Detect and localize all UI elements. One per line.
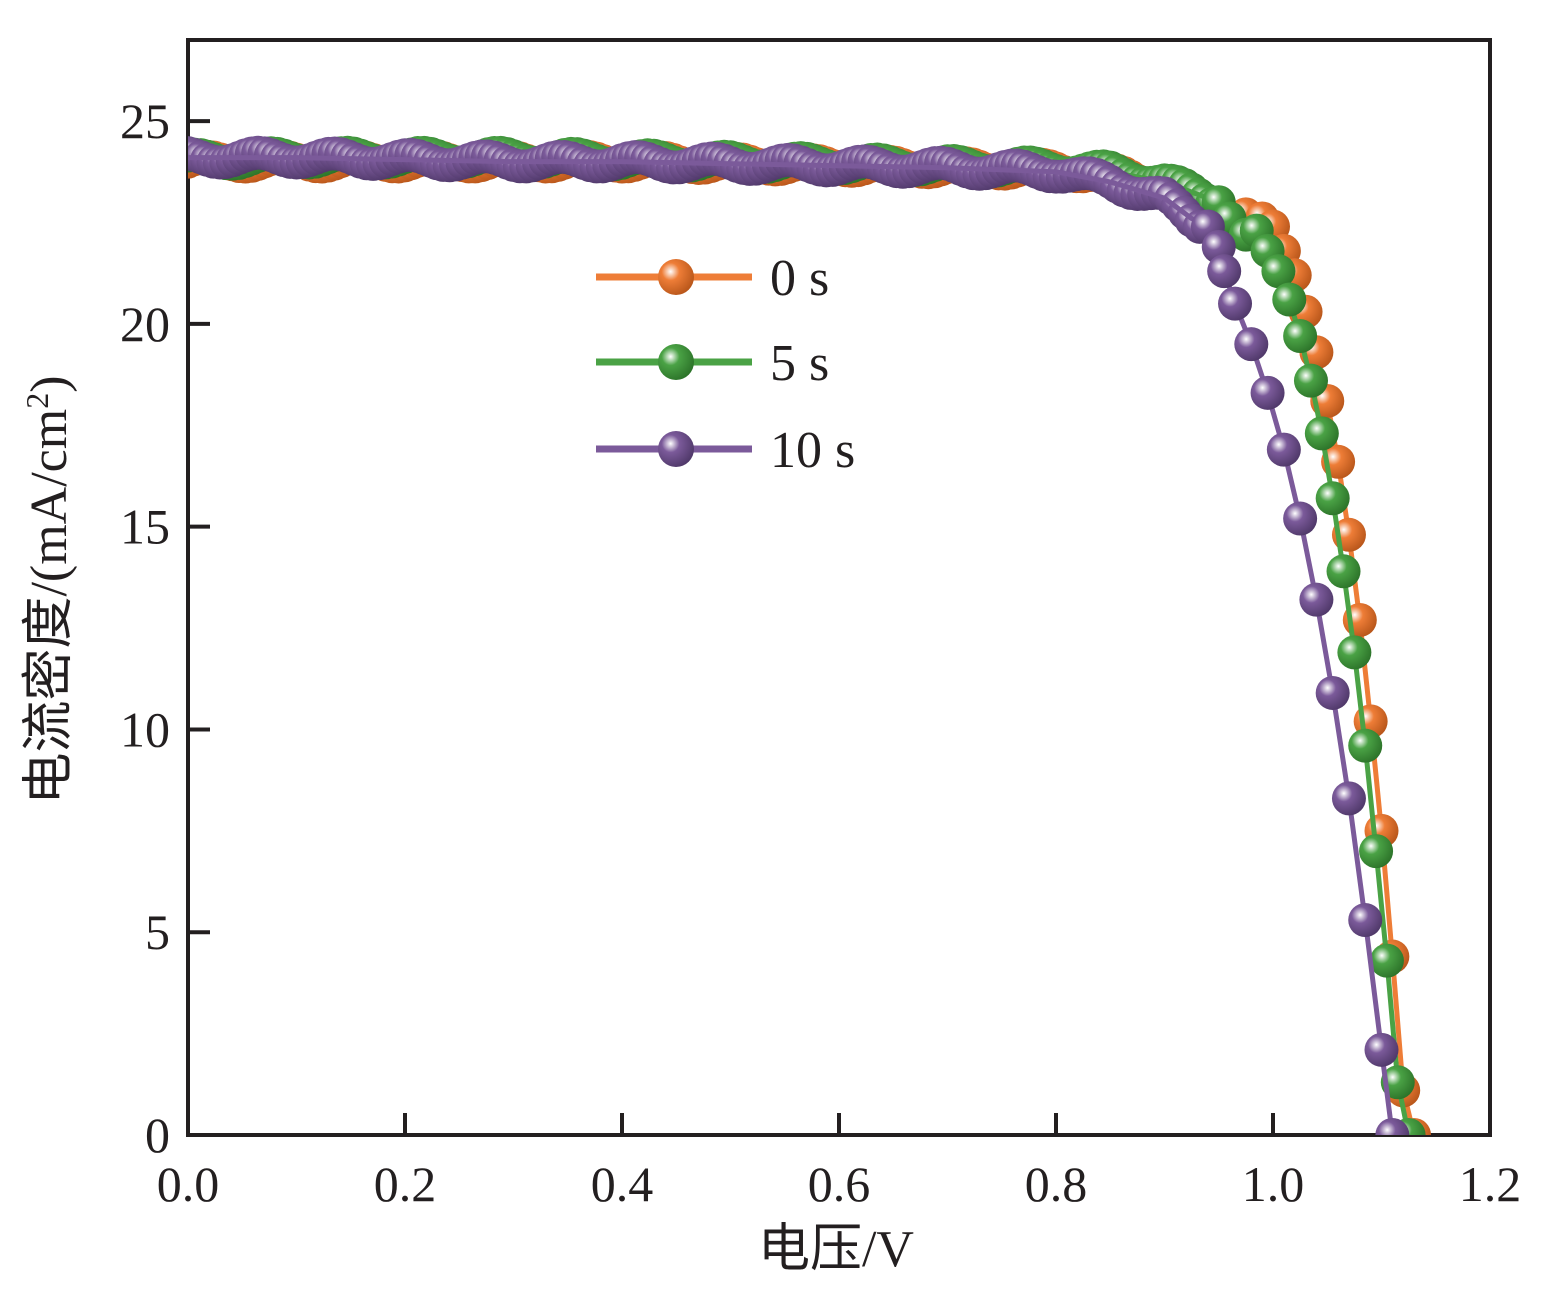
y-tick-label: 25: [120, 93, 170, 149]
data-point: [1261, 254, 1296, 289]
data-point: [1369, 943, 1404, 978]
data-point: [1283, 501, 1318, 536]
data-point: [1304, 416, 1339, 451]
x-tick-label: 0.0: [157, 1156, 220, 1212]
legend-marker: [658, 259, 694, 295]
y-tick-label: 20: [120, 296, 170, 352]
data-point: [1207, 254, 1242, 289]
plot-frame: [186, 38, 1492, 1137]
data-point: [1380, 1065, 1415, 1100]
y-axis: 0 5 10 15 20 25: [120, 93, 210, 1163]
data-point: [1272, 282, 1307, 317]
x-tick-label: 0.4: [591, 1156, 654, 1212]
y-tick-label: 10: [120, 701, 170, 757]
data-point: [1348, 728, 1383, 763]
x-tick-label: 0.6: [808, 1156, 871, 1212]
data-point: [1283, 319, 1318, 354]
x-axis-title: 电压/V: [758, 1221, 914, 1278]
y-tick-label: 15: [120, 499, 170, 555]
data-point: [1218, 286, 1253, 321]
data-point: [1359, 834, 1394, 869]
legend-marker: [658, 344, 694, 380]
x-tick-label: 0.8: [1025, 1156, 1088, 1212]
series-10s: [188, 135, 1410, 1135]
legend-label: 10 s: [770, 422, 855, 479]
data-point: [1315, 481, 1350, 516]
data-point: [1331, 781, 1366, 816]
data-point: [1234, 327, 1269, 362]
x-tick-label: 0.2: [374, 1156, 437, 1212]
data-point: [1250, 375, 1285, 410]
x-tick-label: 1.0: [1242, 1156, 1305, 1212]
data-point: [1266, 432, 1301, 467]
data-point: [1326, 554, 1361, 589]
data-point: [1293, 363, 1328, 398]
legend: 0 s 5 s 10 s: [596, 250, 855, 479]
data-point: [1299, 582, 1334, 617]
y-tick-label: 5: [145, 904, 170, 960]
data-point: [1348, 903, 1383, 938]
series-layer: [188, 135, 1432, 1135]
data-point: [1375, 1118, 1410, 1135]
data-point: [1337, 635, 1372, 670]
legend-label: 5 s: [770, 335, 829, 392]
data-point: [1364, 1032, 1399, 1067]
legend-marker: [658, 431, 694, 467]
data-point: [1315, 675, 1350, 710]
x-axis: 0.0 0.2 0.4 0.6 0.8 1.0 1.2: [157, 1113, 1522, 1212]
legend-label: 0 s: [770, 250, 829, 307]
x-tick-label: 1.2: [1459, 1156, 1522, 1212]
y-tick-label: 0: [145, 1107, 170, 1163]
y-axis-title: 电流密度/(mA/cm2): [19, 375, 78, 804]
